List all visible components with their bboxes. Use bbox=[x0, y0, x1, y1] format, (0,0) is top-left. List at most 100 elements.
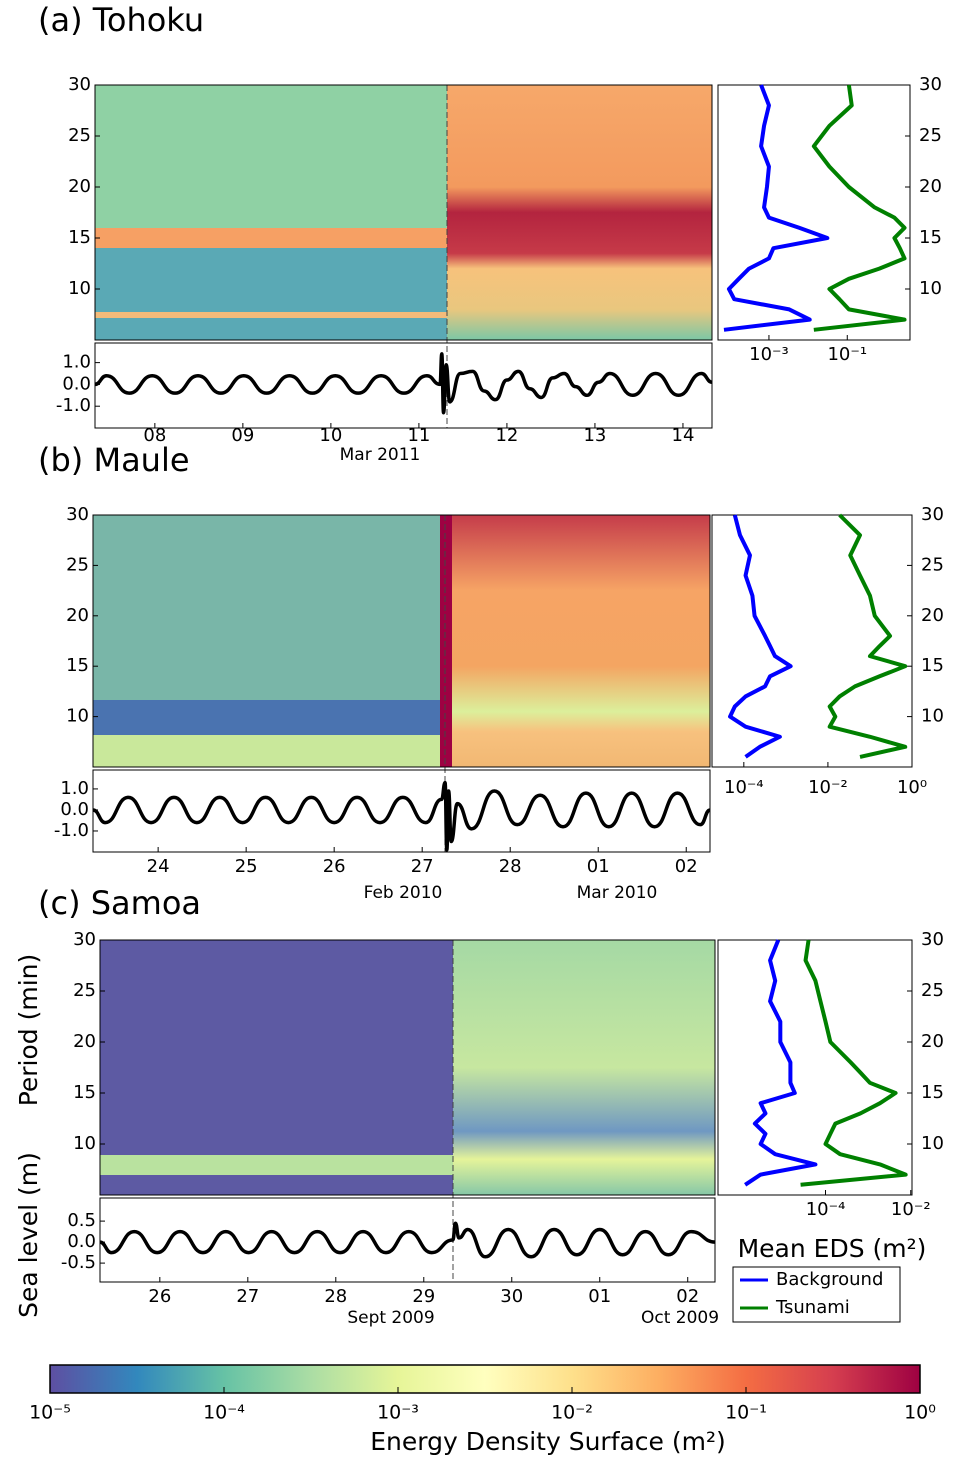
colorbar-tick-label: 10⁻⁴ bbox=[203, 1402, 245, 1424]
x-tick-label: 30 bbox=[500, 1286, 523, 1307]
profile-line bbox=[744, 939, 818, 1187]
y-tick-label: 20 bbox=[68, 176, 91, 197]
y-tick-label-right: 20 bbox=[919, 176, 942, 197]
spectrogram-image bbox=[93, 85, 715, 1282]
profile-line bbox=[827, 513, 908, 759]
x-tick-label: 09 bbox=[231, 425, 254, 446]
y-tick-label-right: 30 bbox=[921, 929, 944, 950]
sea-level-tick-label: 0.0 bbox=[62, 373, 91, 394]
sea-level-tick-label: 0.5 bbox=[67, 1210, 96, 1231]
profile-axis-label: Mean EDS (m²) bbox=[738, 1234, 927, 1263]
profile-tick-label: 10⁻³ bbox=[749, 344, 789, 365]
colorbar-tick-label: 10⁰ bbox=[904, 1402, 936, 1424]
x-tick-label: 29 bbox=[412, 1286, 435, 1307]
panel-title: (b) Maule bbox=[38, 441, 190, 479]
profile-line bbox=[723, 84, 830, 332]
y-tick-label: 25 bbox=[73, 980, 96, 1001]
spectrogram-frame bbox=[99, 939, 716, 1196]
colorbar bbox=[49, 1364, 921, 1394]
y-tick-label-right: 20 bbox=[921, 1031, 944, 1052]
profile-line bbox=[728, 514, 793, 759]
x-tick-label: 01 bbox=[588, 1286, 611, 1307]
y-tick-label: 30 bbox=[73, 929, 96, 950]
sea-level-tick-label: -0.5 bbox=[61, 1252, 96, 1273]
month-label: Oct 2009 bbox=[641, 1308, 719, 1328]
profile-frame bbox=[717, 939, 913, 1196]
y-tick-label-right: 10 bbox=[921, 1133, 944, 1154]
x-tick-label: 02 bbox=[676, 1286, 699, 1307]
profile-tick-label: 10⁻⁴ bbox=[806, 1199, 846, 1220]
month-label: Feb 2010 bbox=[364, 883, 443, 903]
sea-level-line bbox=[99, 1221, 716, 1259]
colorbar-tick-label: 10⁻³ bbox=[377, 1402, 419, 1424]
profile-tick-label: 10⁻² bbox=[891, 1199, 931, 1220]
x-tick-label: 01 bbox=[587, 856, 610, 877]
x-tick-label: 28 bbox=[324, 1286, 347, 1307]
y-tick-label: 25 bbox=[66, 554, 89, 575]
month-label: Mar 2011 bbox=[340, 445, 421, 465]
sea-level-line bbox=[94, 352, 713, 415]
y-tick-label: 30 bbox=[68, 74, 91, 95]
y-tick-label-right: 30 bbox=[921, 504, 944, 525]
x-tick-label: 28 bbox=[499, 856, 522, 877]
y-tick-label-right: 25 bbox=[921, 554, 944, 575]
x-tick-label: 14 bbox=[672, 425, 695, 446]
y-tick-label-right: 25 bbox=[919, 125, 942, 146]
profile-tick-label: 10⁻¹ bbox=[827, 344, 867, 365]
y-tick-label-right: 15 bbox=[921, 1082, 944, 1103]
y-tick-label-right: 15 bbox=[919, 227, 942, 248]
x-tick-label: 11 bbox=[407, 425, 430, 446]
profile-tick-label: 10⁰ bbox=[897, 777, 927, 798]
profile-frame bbox=[711, 514, 913, 768]
y-axis-label: Sea level (m) bbox=[14, 1152, 43, 1318]
x-tick-label: 26 bbox=[323, 856, 346, 877]
panel-title: (a) Tohoku bbox=[38, 1, 204, 39]
profile-tick-label: 10⁻² bbox=[808, 777, 848, 798]
x-tick-label: 08 bbox=[143, 425, 166, 446]
profile-tick-label: 10⁻⁴ bbox=[724, 777, 764, 798]
y-tick-label-right: 10 bbox=[921, 706, 944, 727]
y-tick-label: 15 bbox=[68, 227, 91, 248]
sea-level-tick-label: 1.0 bbox=[60, 778, 89, 799]
profile-line bbox=[800, 939, 908, 1187]
sea-level-tick-label: 0.0 bbox=[60, 799, 89, 820]
legend-box bbox=[732, 1266, 901, 1323]
y-tick-label: 30 bbox=[66, 504, 89, 525]
sea-level-tick-label: -1.0 bbox=[54, 820, 89, 841]
y-tick-label-right: 20 bbox=[921, 605, 944, 626]
y-tick-label-right: 10 bbox=[919, 278, 942, 299]
colorbar-tick-label: 10⁻¹ bbox=[725, 1402, 767, 1424]
x-tick-label: 27 bbox=[411, 856, 434, 877]
profile-line bbox=[811, 84, 907, 332]
x-tick-label: 25 bbox=[235, 856, 258, 877]
month-label: Sept 2009 bbox=[347, 1308, 434, 1328]
profile-frame bbox=[717, 84, 911, 341]
x-tick-label: 26 bbox=[148, 1286, 171, 1307]
spectrogram-frame bbox=[94, 84, 713, 341]
y-tick-label: 20 bbox=[73, 1031, 96, 1052]
legend-label: Background bbox=[776, 1269, 883, 1290]
colorbar-title: Energy Density Surface (m²) bbox=[370, 1427, 726, 1456]
sea-level-tick-label: -1.0 bbox=[56, 395, 91, 416]
x-tick-label: 10 bbox=[319, 425, 342, 446]
legend-label: Tsunami bbox=[775, 1297, 850, 1318]
y-tick-label: 10 bbox=[73, 1133, 96, 1154]
sea-level-line bbox=[92, 780, 711, 852]
colorbar-tick-label: 10⁻⁵ bbox=[29, 1402, 71, 1424]
spectrogram-frame bbox=[92, 514, 711, 768]
y-tick-label: 25 bbox=[68, 125, 91, 146]
y-tick-label: 20 bbox=[66, 605, 89, 626]
sea-level-frame bbox=[99, 1197, 716, 1283]
y-tick-label: 15 bbox=[66, 655, 89, 676]
sea-level-tick-label: 0.0 bbox=[67, 1231, 96, 1252]
colorbar-tick-label: 10⁻² bbox=[551, 1402, 593, 1424]
y-tick-label: 10 bbox=[66, 706, 89, 727]
month-label: Mar 2010 bbox=[577, 883, 658, 903]
y-tick-label: 15 bbox=[73, 1082, 96, 1103]
y-tick-label-right: 15 bbox=[921, 655, 944, 676]
panel-title: (c) Samoa bbox=[38, 884, 201, 922]
x-tick-label: 02 bbox=[675, 856, 698, 877]
y-tick-label-right: 25 bbox=[921, 980, 944, 1001]
